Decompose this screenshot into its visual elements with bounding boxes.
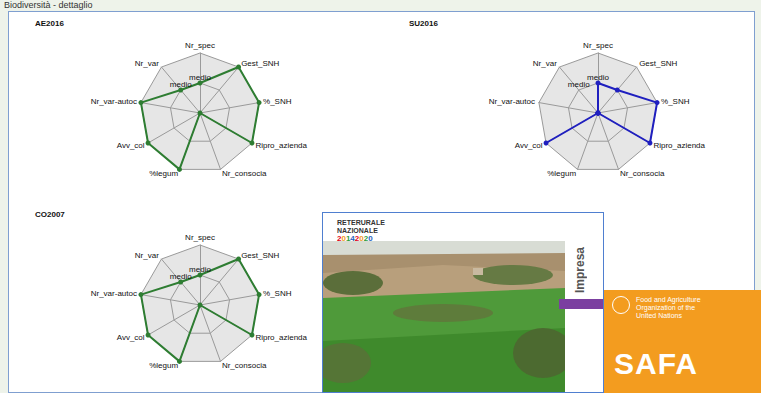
svg-text:Nr_var: Nr_var [135,251,159,260]
svg-text:Nr_var: Nr_var [135,59,159,68]
svg-text:%legum: %legum [149,361,178,370]
svg-text:%legum: %legum [149,169,178,178]
html-text:Impresa: Impresa [573,247,587,293]
svg-text:Gest_SNH: Gest_SNH [241,59,279,68]
html-text:Organization of the: Organization of the [636,304,696,311]
svg-text:Nr_spec: Nr_spec [185,41,215,50]
svg-text:%_SNH: %_SNH [263,289,292,298]
svg-text:Nr_consocia: Nr_consocia [222,361,267,370]
svg-text:CO2007: CO2007 [35,210,65,219]
svg-text:Nr_consocia: Nr_consocia [222,169,267,178]
html-text:2 0 1 4 2 0 2 0: 2 0 1 4 2 0 2 0 [337,234,373,243]
svg-text:medio: medio [189,265,211,274]
svg-text:%legum: %legum [547,169,576,178]
svg-text:Ripro_azienda: Ripro_azienda [255,141,307,150]
svg-text:Nr_spec: Nr_spec [583,41,613,50]
html-text:Food and Agriculture: Food and Agriculture [636,296,701,303]
html-text:NAZIONALE: NAZIONALE [337,227,378,234]
html-text:RETERURALE: RETERURALE [337,219,385,226]
svg-text:Ripro_azienda: Ripro_azienda [653,141,705,150]
svg-text:%_SNH: %_SNH [661,97,690,106]
html-text:Biodiversità - dettaglio: Biodiversità - dettaglio [4,0,93,10]
svg-text:medio: medio [587,73,609,82]
svg-text:Nr_spec: Nr_spec [185,233,215,242]
svg-text:medio: medio [568,80,590,89]
svg-text:medio: medio [170,272,192,281]
svg-text:Nr_var-autoc: Nr_var-autoc [489,97,535,106]
svg-text:Avv_col: Avv_col [117,333,145,342]
html-text:SAFA: SAFA [614,347,698,380]
svg-text:Nr_var-autoc: Nr_var-autoc [91,97,137,106]
svg-text:medio: medio [170,80,192,89]
svg-text:Avv_col: Avv_col [117,141,145,150]
svg-text:Avv_col: Avv_col [515,141,543,150]
svg-text:Nr_var-autoc: Nr_var-autoc [91,289,137,298]
svg-text:medio: medio [189,73,211,82]
svg-text:Ripro_azienda: Ripro_azienda [255,333,307,342]
svg-text:Nr_consocia: Nr_consocia [620,169,665,178]
svg-text:%_SNH: %_SNH [263,97,292,106]
svg-text:Nr_var: Nr_var [533,59,557,68]
svg-text:Gest_SNH: Gest_SNH [639,59,677,68]
html-text:United Nations: United Nations [636,312,682,319]
svg-text:AE2016: AE2016 [35,19,64,28]
svg-text:SU2016: SU2016 [409,19,438,28]
svg-text:Gest_SNH: Gest_SNH [241,251,279,260]
